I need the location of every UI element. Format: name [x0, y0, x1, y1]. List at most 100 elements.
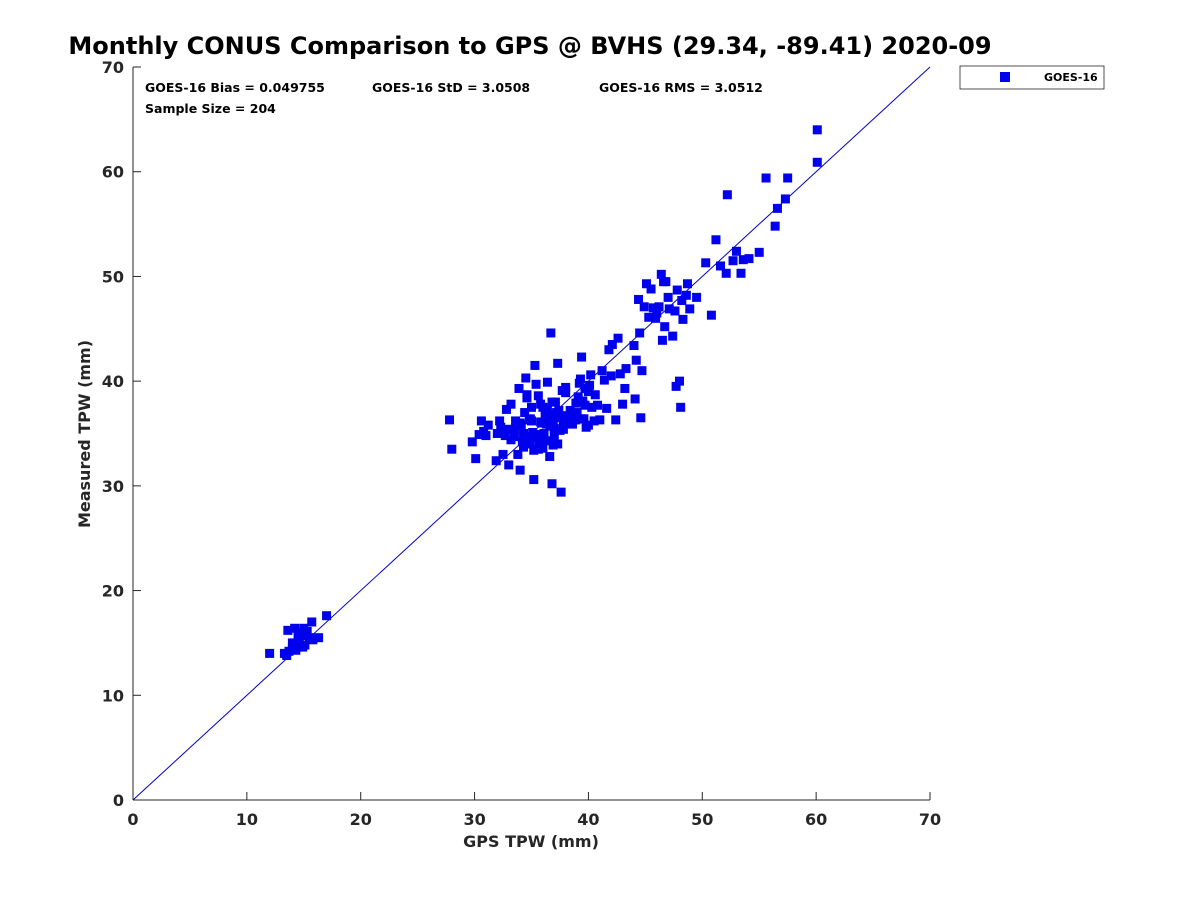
data-point [545, 421, 555, 431]
stat-bias: GOES-16 Bias = 0.049755 [145, 80, 325, 95]
data-point [548, 440, 558, 450]
data-point [481, 431, 491, 441]
data-point [531, 379, 541, 389]
data-point [586, 370, 596, 380]
data-point [641, 279, 651, 289]
data-point [544, 436, 554, 446]
data-point [504, 424, 514, 434]
data-point [772, 203, 782, 213]
data-point [670, 306, 680, 316]
data-point [639, 302, 649, 312]
data-point [611, 415, 621, 425]
data-point [314, 633, 324, 643]
data-point [515, 465, 525, 475]
data-point [629, 341, 639, 351]
data-point [547, 479, 557, 489]
data-point [583, 420, 593, 430]
x-tick-label: 10 [236, 810, 258, 829]
x-tick-label: 0 [127, 810, 138, 829]
data-point [289, 640, 299, 650]
x-tick-label: 30 [463, 810, 485, 829]
y-tick-label: 70 [102, 58, 124, 77]
data-point [283, 625, 293, 635]
data-point [527, 402, 536, 412]
data-point [636, 413, 646, 423]
data-point [675, 376, 685, 386]
data-point [585, 380, 595, 390]
data-point [580, 400, 590, 410]
data-point [621, 364, 631, 374]
data-point [514, 383, 524, 393]
data-point [545, 452, 555, 462]
data-point [536, 417, 546, 427]
data-point [738, 255, 748, 265]
data-point [711, 235, 721, 245]
data-point [556, 413, 566, 423]
data-point [644, 312, 654, 322]
data-points [265, 125, 822, 660]
data-point [532, 430, 542, 440]
data-point [498, 449, 508, 459]
data-point [681, 290, 691, 300]
x-tick-label: 20 [350, 810, 372, 829]
data-point [294, 636, 304, 646]
data-point [597, 366, 607, 376]
data-point [716, 261, 726, 271]
data-point [754, 247, 764, 257]
data-point [731, 246, 741, 256]
data-point [646, 284, 656, 294]
data-point [577, 352, 587, 362]
data-point [298, 642, 308, 652]
data-point [602, 403, 612, 413]
legend-marker-goes16 [1000, 72, 1010, 82]
data-point [630, 394, 640, 404]
data-point [736, 268, 746, 278]
data-point [577, 414, 587, 424]
data-point [615, 369, 625, 379]
data-point [620, 383, 630, 393]
data-point [447, 444, 457, 454]
data-point [663, 292, 673, 302]
data-point [517, 437, 527, 447]
data-point [509, 432, 519, 442]
data-point [506, 399, 516, 409]
data-point [520, 408, 530, 418]
data-point [549, 431, 559, 441]
data-point [652, 308, 662, 318]
data-point [549, 423, 559, 433]
data-point [573, 392, 583, 402]
axis-ticks: 0 10 20 30 40 50 60 70 0 10 20 30 40 50 60 70 [102, 58, 941, 829]
data-point [567, 419, 577, 429]
data-point [445, 415, 455, 425]
data-point [631, 355, 641, 365]
data-point [495, 416, 505, 426]
data-point [476, 416, 486, 426]
data-point [593, 400, 603, 410]
data-point [492, 429, 502, 438]
chart-title: Monthly CONUS Comparison to GPS @ BVHS (… [68, 32, 991, 60]
data-point [657, 335, 667, 345]
data-point [676, 402, 686, 412]
data-point [530, 360, 540, 370]
data-point [265, 648, 275, 658]
y-tick-label: 50 [102, 267, 124, 286]
data-point [635, 328, 645, 338]
data-point [474, 430, 484, 440]
y-tick-label: 60 [102, 163, 124, 182]
data-point [496, 422, 506, 432]
data-point [664, 304, 674, 314]
data-point [812, 157, 822, 167]
data-point [519, 442, 529, 452]
data-point [599, 375, 609, 385]
x-tick-label: 50 [691, 810, 713, 829]
data-point [500, 431, 510, 441]
data-point [682, 279, 692, 289]
data-point [525, 414, 535, 424]
data-point [678, 314, 688, 324]
data-point [511, 416, 521, 426]
data-point [471, 454, 481, 464]
data-point [553, 358, 563, 368]
data-point [770, 221, 780, 231]
data-point [529, 475, 539, 485]
